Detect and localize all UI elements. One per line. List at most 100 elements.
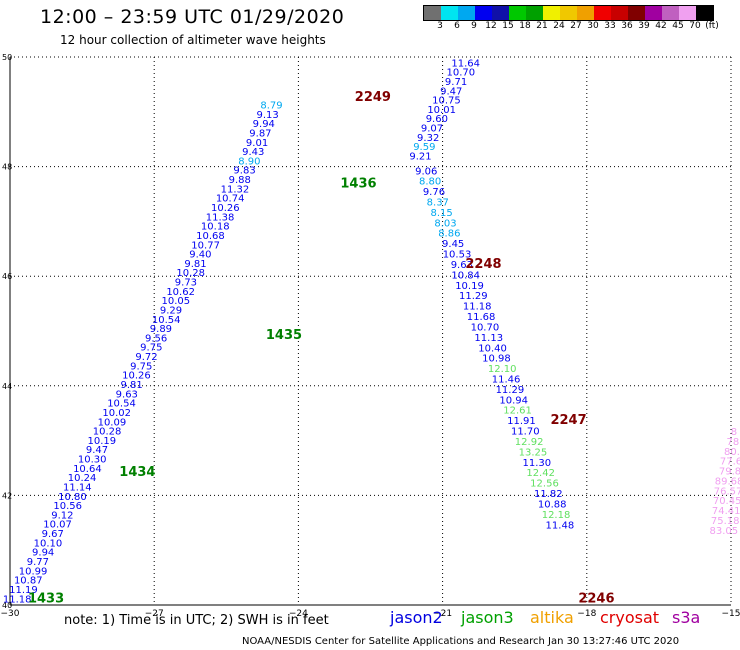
wave-height-label: 9.29 [160, 305, 182, 316]
wave-height-label: 9.32 [417, 133, 439, 144]
y-tick-label: 42 [2, 491, 12, 500]
wave-height-label: 12.61 [503, 406, 532, 417]
x-tick-label: −15 [722, 609, 740, 619]
wave-height-label: 8 [731, 427, 737, 438]
wave-height-label: 11.48 [546, 520, 575, 531]
wave-height-label: 8.80 [419, 177, 441, 188]
y-tick-label: 46 [2, 272, 12, 281]
color-scale-label: 39 [638, 21, 650, 31]
x-tick-label: −30 [1, 609, 20, 619]
x-tick-label: −21 [433, 609, 452, 619]
wave-height-label: 12.10 [488, 364, 517, 375]
y-tick-label: 40 [2, 601, 12, 610]
wave-height-label: 8.79 [260, 101, 282, 112]
color-scale-label: 30 [587, 21, 599, 31]
wave-height-label: 9.72 [135, 352, 157, 363]
color-scale-label: 70 [689, 21, 701, 31]
color-scale-label: 36 [621, 21, 633, 31]
wave-height-label: 10.30 [78, 455, 107, 466]
wave-height-label: 11.18 [463, 302, 492, 313]
wave-height-label: 10.62 [166, 287, 195, 298]
pass-time-label: 1436 [340, 176, 376, 191]
color-swatch [526, 6, 543, 20]
wave-height-label: 9.88 [229, 175, 251, 186]
wave-height-label: 10.01 [427, 105, 456, 116]
wave-height-label: 9.40 [189, 250, 211, 261]
wave-height-label: 89.68 [715, 476, 740, 487]
wave-height-label: 11.19 [9, 585, 38, 596]
color-swatch [594, 6, 611, 20]
wave-height-label: 10.87 [14, 576, 43, 587]
legend-item-jason3: jason3 [461, 608, 514, 627]
wave-height-label: 10.24 [68, 473, 97, 484]
wave-height-label: 70.45 [713, 496, 740, 507]
wave-height-label: 10.94 [499, 395, 528, 406]
wave-height-label: 10.26 [211, 203, 240, 214]
color-swatch [492, 6, 509, 20]
wave-height-label: 83.05 [709, 526, 738, 537]
legend-item-s3a: s3a [672, 608, 701, 627]
color-scale-label: 24 [553, 21, 565, 31]
wave-height-label: 9.45 [442, 239, 464, 250]
wave-height-label: 74.41 [712, 506, 740, 517]
wave-height-label: 10.54 [107, 399, 136, 410]
wave-height-label: 10.28 [93, 427, 122, 438]
wave-height-label: 10.10 [34, 538, 63, 549]
x-tick-label: −27 [145, 609, 164, 619]
color-swatch [560, 6, 577, 20]
wave-height-label: 9.71 [445, 77, 467, 88]
color-swatch [424, 6, 441, 20]
wave-height-label: 9.67 [42, 529, 64, 540]
wave-height-label: 10.09 [98, 417, 127, 428]
wave-height-label: 9.21 [409, 151, 431, 162]
wave-height-label: 10.98 [482, 354, 511, 365]
color-swatch [441, 6, 458, 20]
wave-height-label: 76.57 [714, 486, 740, 497]
color-scale-label: 9 [471, 21, 477, 31]
wave-height-label: 9.06 [415, 166, 437, 177]
color-scale-label: 45 [672, 21, 684, 31]
wave-height-label: 9.73 [175, 278, 197, 289]
y-tick-label: 48 [2, 163, 12, 172]
wave-height-label: 8.90 [238, 156, 260, 167]
wave-height-label: 11.64 [451, 58, 480, 69]
wave-height-label: 10.88 [538, 499, 567, 510]
wave-height-label: 10.99 [19, 566, 48, 577]
legend-item-jason2: jason2 [390, 608, 443, 627]
wave-height-label: 10.80 [58, 492, 87, 503]
wave-height-label: 10.18 [201, 222, 230, 233]
wave-height-label: 8.37 [427, 198, 449, 209]
pass-time-label: 2249 [355, 90, 391, 105]
color-swatch [628, 6, 645, 20]
wave-height-label: 9.94 [253, 119, 275, 130]
wave-height-label: 9.13 [257, 110, 279, 121]
color-scale-label: 18 [519, 21, 531, 31]
color-swatch [662, 6, 679, 20]
wave-height-label: 9.07 [421, 124, 443, 135]
wave-height-label: 9.63 [451, 260, 473, 271]
wave-height-label: 11.38 [206, 212, 235, 223]
wave-height-label: 79.8 [719, 467, 740, 478]
chart-subtitle: 12 hour collection of altimeter wave hei… [60, 33, 326, 47]
wave-height-label: 9.83 [233, 166, 255, 177]
wave-height-label: 10.70 [471, 322, 500, 333]
wave-height-label: 11.18 [3, 594, 32, 605]
color-swatch [577, 6, 594, 20]
wave-height-label: 11.70 [511, 427, 540, 438]
wave-height-label: 10.40 [478, 343, 507, 354]
color-scale-bar [423, 5, 714, 21]
pass-time-label: 2247 [550, 413, 586, 428]
wave-height-label: 12.42 [526, 468, 555, 479]
wave-height-label: 11.68 [467, 312, 496, 323]
wave-height-label: 10.64 [73, 464, 102, 475]
wave-height-label: 12.92 [515, 437, 544, 448]
wave-height-label: 10.05 [162, 296, 191, 307]
wave-height-label: 11.13 [474, 333, 503, 344]
wave-height-label: 9.76 [423, 187, 445, 198]
legend-item-cryosat: cryosat [600, 608, 660, 627]
footnote: note: 1) Time is in UTC; 2) SWH is in fe… [64, 613, 329, 628]
wave-height-label: 78 [727, 437, 740, 448]
wave-height-label: 10.56 [53, 501, 82, 512]
color-scale-label: 3 [437, 21, 443, 31]
